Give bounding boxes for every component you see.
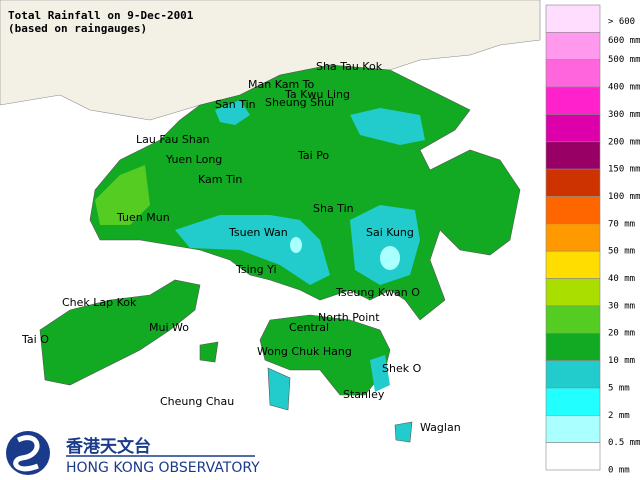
legend-label: 100 mm [608,192,640,202]
legend-swatch [545,360,601,389]
lamma [267,367,291,411]
rain-patch [175,215,330,285]
place-label: Yuen Long [165,153,222,166]
place-label: Sha Tau Kok [316,60,383,73]
place-label: Stanley [343,388,385,401]
rain-patch [215,100,250,125]
place-label: Tseung Kwan O [335,286,420,299]
legend-label: 300 mm [608,110,640,120]
lantau [39,279,201,386]
rain-patch [370,355,390,392]
place-label: Ta Kwu Ling [284,88,350,101]
place-label: Lau Fau Shan [136,133,210,146]
logo-swirl [13,435,40,472]
legend-label: 500 mm [608,55,640,65]
legend-swatch [545,223,601,252]
legend-swatch [545,414,601,443]
place-label: Man Kam To [248,78,315,91]
logo-english: HONG KONG OBSERVATORY [66,460,260,476]
legend-label: 600 mm [608,36,640,46]
place-label: Wong Chuk Hang [257,345,352,358]
legend-swatch [545,332,601,361]
rain-patch [350,108,425,145]
place-label: Kam Tin [198,173,242,186]
legend-swatch [545,168,601,197]
legend-label: 10 mm [608,356,635,366]
legend-label: 20 mm [608,329,635,339]
legend-swatch [545,114,601,143]
legend-label: 40 mm [608,274,635,284]
legend-swatch [545,196,601,225]
rain-patch [95,165,150,225]
legend-swatch [545,250,601,279]
legend-label: 150 mm [608,165,640,175]
legend-swatch [545,141,601,170]
legend-swatch [545,305,601,334]
legend-label: 70 mm [608,219,635,229]
legend-label: 5 mm [608,383,630,393]
logo: 香港天文台 HONG KONG OBSERVATORY [6,431,260,476]
place-label: North Point [318,311,380,324]
rain-patch [380,246,400,270]
legend-label: 30 mm [608,301,635,311]
legend-label: 0.5 mm [608,438,640,448]
place-label: Central [289,321,329,334]
place-label: Mui Wo [149,321,189,334]
place-label: Chek Lap Kok [62,296,137,309]
legend-swatch [545,4,601,33]
legend-swatch [545,86,601,115]
legend-label: 50 mm [608,247,635,257]
legend-label: 2 mm [608,411,630,421]
subtitle: (based on raingauges) [8,22,147,35]
hk-island [259,314,391,396]
place-label: Waglan [420,421,461,434]
rain-patch [350,205,420,285]
island [394,421,413,443]
place-label: Shek O [382,362,422,375]
legend-swatch [545,442,601,471]
place-label: Cheung Chau [160,395,234,408]
title: Total Rainfall on 9-Dec-2001 [8,9,194,22]
rain-patch [290,237,302,253]
place-label: Tsuen Wan [228,226,288,239]
legend-swatch [545,278,601,307]
place-label: Sheung Shui [265,96,334,109]
place-label: Tuen Mun [116,211,170,224]
legend-swatch [545,32,601,61]
legend-label: > 600 mm [608,17,640,27]
legend-swatch [545,59,601,88]
legend-label: 200 mm [608,137,640,147]
place-label: Tai O [21,333,49,346]
island [199,341,219,363]
place-label: San Tin [215,98,256,111]
logo-chinese: 香港天文台 [66,436,151,457]
legend-label: 400 mm [608,83,640,93]
place-label: Sha Tin [313,202,354,215]
legend-swatch [545,387,601,416]
place-label: Tsing Yi [235,263,277,276]
place-label: Tai Po [297,149,329,162]
place-label: Sai Kung [366,226,414,239]
legend-label: 0 mm [608,466,630,476]
